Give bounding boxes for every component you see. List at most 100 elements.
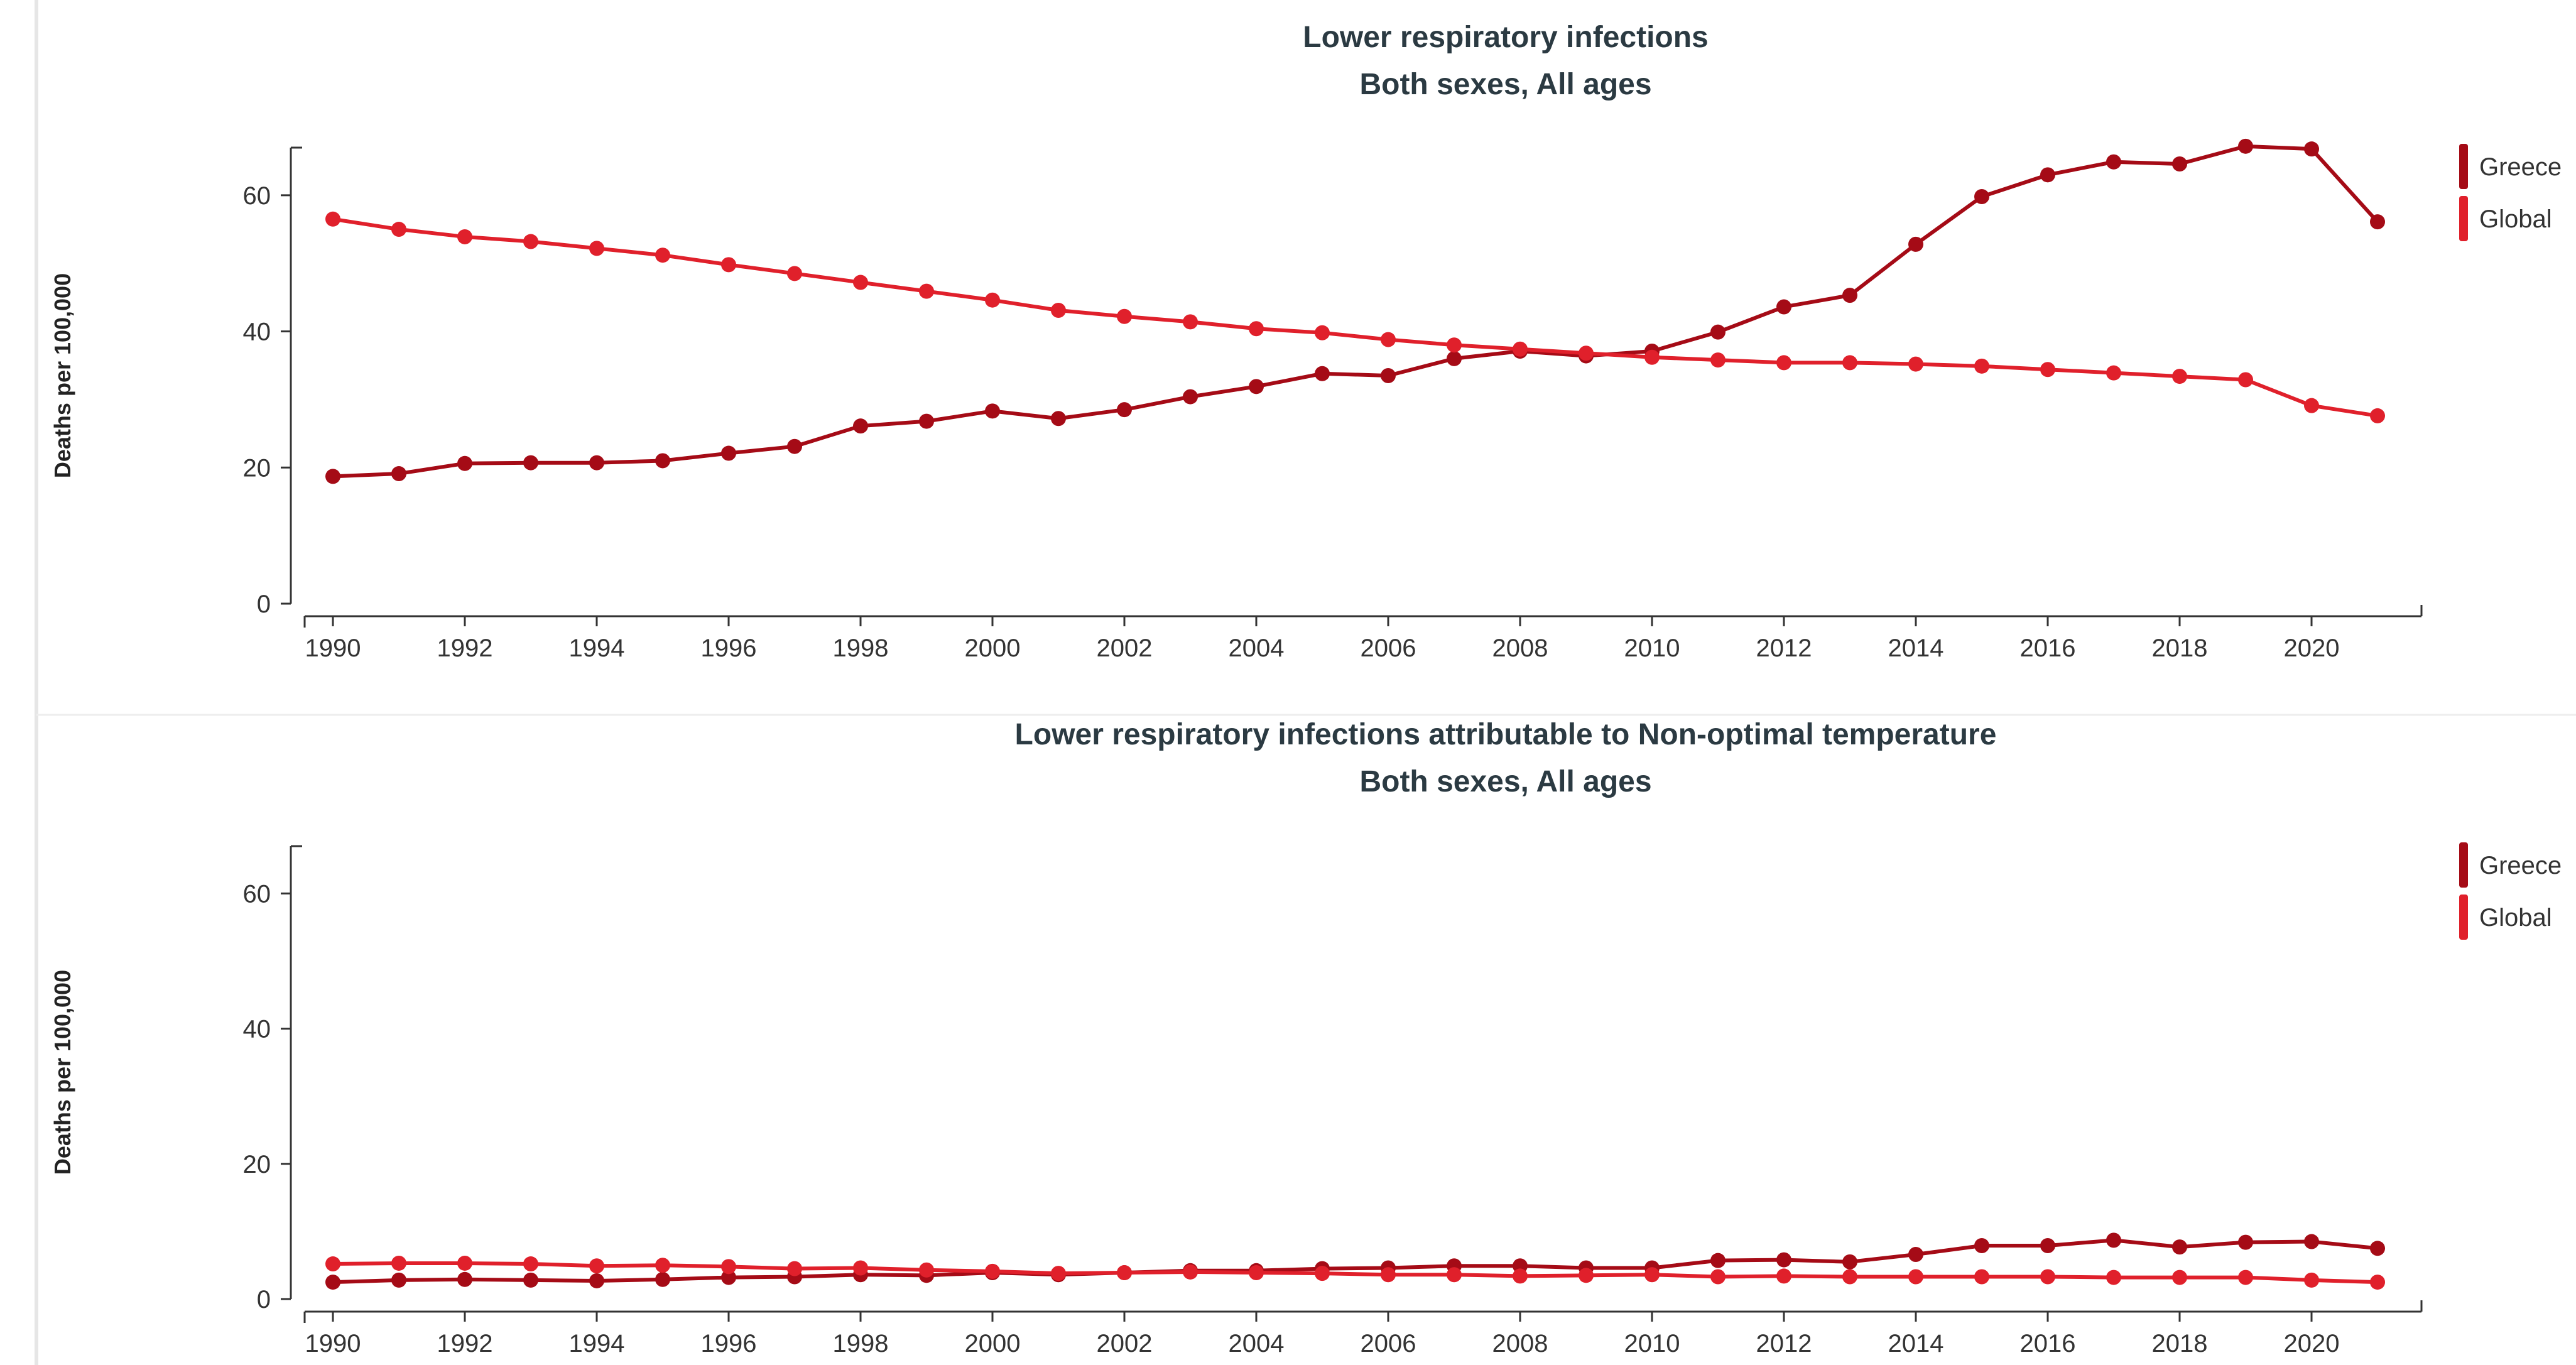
data-point-greece-1993[interactable]	[523, 455, 538, 470]
data-point-global-2012[interactable]	[1776, 1268, 1791, 1284]
data-point-global-2005[interactable]	[1315, 1266, 1330, 1281]
data-point-greece-2013[interactable]	[1842, 1254, 1857, 1270]
data-point-global-2019[interactable]	[2238, 1270, 2253, 1285]
data-point-global-2016[interactable]	[2040, 1269, 2055, 1285]
data-point-greece-1997[interactable]	[787, 438, 802, 454]
data-point-greece-1991[interactable]	[391, 1272, 406, 1288]
data-point-global-2011[interactable]	[1710, 352, 1725, 368]
data-point-global-2010[interactable]	[1644, 1267, 1660, 1283]
data-point-global-2021[interactable]	[2370, 408, 2385, 423]
data-point-global-1992[interactable]	[457, 229, 472, 244]
data-point-greece-2001[interactable]	[1051, 411, 1066, 427]
data-point-global-2000[interactable]	[985, 292, 1000, 308]
data-point-global-1994[interactable]	[589, 1258, 604, 1274]
data-point-global-2013[interactable]	[1842, 1269, 1857, 1285]
data-point-greece-1994[interactable]	[589, 455, 604, 470]
data-point-greece-2020[interactable]	[2304, 141, 2319, 157]
data-point-global-1990[interactable]	[325, 211, 340, 227]
data-point-global-2011[interactable]	[1710, 1269, 1725, 1285]
legend-item-greece[interactable]: Greece	[2459, 842, 2562, 888]
data-point-greece-2006[interactable]	[1381, 368, 1396, 383]
data-point-greece-1995[interactable]	[655, 453, 670, 469]
data-point-global-1994[interactable]	[589, 241, 604, 256]
data-point-greece-2002[interactable]	[1117, 402, 1132, 418]
data-point-global-2006[interactable]	[1381, 1267, 1396, 1283]
data-point-greece-1991[interactable]	[391, 466, 406, 482]
data-point-global-2001[interactable]	[1051, 1266, 1066, 1281]
data-point-global-2013[interactable]	[1842, 355, 1857, 371]
data-point-greece-2011[interactable]	[1710, 1253, 1725, 1268]
data-point-global-1998[interactable]	[853, 275, 868, 290]
data-point-greece-2007[interactable]	[1447, 351, 1462, 366]
data-point-global-2018[interactable]	[2172, 1270, 2187, 1285]
data-point-global-1995[interactable]	[655, 247, 670, 263]
data-point-greece-2016[interactable]	[2040, 167, 2055, 183]
data-point-global-2009[interactable]	[1579, 1268, 1594, 1283]
data-point-greece-1992[interactable]	[457, 1271, 472, 1287]
data-point-global-2020[interactable]	[2304, 1272, 2319, 1288]
data-point-global-2008[interactable]	[1513, 1268, 1528, 1284]
data-point-global-2010[interactable]	[1644, 349, 1660, 365]
data-point-greece-2017[interactable]	[2106, 154, 2121, 170]
data-point-greece-2012[interactable]	[1776, 1252, 1791, 1268]
data-point-greece-1992[interactable]	[457, 455, 472, 471]
data-point-global-1999[interactable]	[919, 1262, 934, 1278]
data-point-global-1997[interactable]	[787, 1261, 802, 1276]
data-point-greece-2018[interactable]	[2172, 156, 2187, 172]
data-point-greece-2015[interactable]	[1974, 189, 1989, 205]
data-point-global-2009[interactable]	[1579, 345, 1594, 361]
data-point-greece-1996[interactable]	[721, 445, 736, 461]
data-point-global-2008[interactable]	[1513, 341, 1528, 357]
data-point-global-1993[interactable]	[523, 1256, 538, 1272]
data-point-global-2017[interactable]	[2106, 1270, 2121, 1285]
data-point-greece-2014[interactable]	[1908, 1246, 1923, 1262]
data-point-global-2016[interactable]	[2040, 362, 2055, 378]
data-point-global-2002[interactable]	[1117, 308, 1132, 324]
data-point-greece-1993[interactable]	[523, 1272, 538, 1288]
data-point-global-2007[interactable]	[1447, 337, 1462, 353]
data-point-greece-1995[interactable]	[655, 1271, 670, 1287]
data-point-global-1992[interactable]	[457, 1255, 472, 1271]
data-point-global-2018[interactable]	[2172, 369, 2187, 384]
data-point-greece-2020[interactable]	[2304, 1234, 2319, 1249]
data-point-greece-2021[interactable]	[2370, 1241, 2385, 1256]
data-point-greece-2018[interactable]	[2172, 1239, 2187, 1255]
data-point-greece-1998[interactable]	[853, 418, 868, 434]
data-point-greece-2019[interactable]	[2238, 138, 2253, 154]
data-point-global-1990[interactable]	[325, 1256, 340, 1272]
data-point-global-1998[interactable]	[853, 1260, 868, 1276]
data-point-greece-2000[interactable]	[985, 403, 1000, 419]
data-point-global-2014[interactable]	[1908, 356, 1923, 372]
legend-item-global[interactable]: Global	[2459, 895, 2552, 940]
data-point-global-2003[interactable]	[1183, 1264, 1198, 1280]
data-point-greece-1990[interactable]	[325, 1275, 340, 1290]
data-point-global-2003[interactable]	[1183, 314, 1198, 330]
data-point-global-2014[interactable]	[1908, 1269, 1923, 1285]
data-point-global-2004[interactable]	[1249, 321, 1264, 337]
data-point-global-2002[interactable]	[1117, 1265, 1132, 1281]
data-point-global-2015[interactable]	[1974, 1269, 1989, 1285]
data-point-global-2000[interactable]	[985, 1263, 1000, 1279]
data-point-global-1991[interactable]	[391, 222, 406, 237]
data-point-global-1996[interactable]	[721, 1259, 736, 1275]
data-point-greece-1999[interactable]	[919, 413, 934, 429]
data-point-global-1995[interactable]	[655, 1258, 670, 1273]
data-point-global-2006[interactable]	[1381, 332, 1396, 347]
data-point-greece-2021[interactable]	[2370, 214, 2385, 230]
data-point-greece-1990[interactable]	[325, 469, 340, 484]
data-point-greece-1996[interactable]	[721, 1270, 736, 1285]
data-point-greece-2013[interactable]	[1842, 288, 1857, 303]
data-point-greece-2011[interactable]	[1710, 324, 1725, 340]
data-point-greece-1994[interactable]	[589, 1273, 604, 1288]
legend-item-greece[interactable]: Greece	[2459, 144, 2562, 189]
data-point-global-1997[interactable]	[787, 266, 802, 281]
data-point-global-2007[interactable]	[1447, 1267, 1462, 1283]
data-point-greece-2016[interactable]	[2040, 1237, 2055, 1253]
data-point-global-1999[interactable]	[919, 283, 934, 299]
data-point-greece-2019[interactable]	[2238, 1234, 2253, 1250]
data-point-global-2015[interactable]	[1974, 358, 1989, 374]
data-point-greece-2014[interactable]	[1908, 236, 1923, 252]
data-point-greece-2003[interactable]	[1183, 389, 1198, 405]
data-point-greece-2004[interactable]	[1249, 379, 1264, 394]
data-point-greece-2012[interactable]	[1776, 299, 1791, 315]
